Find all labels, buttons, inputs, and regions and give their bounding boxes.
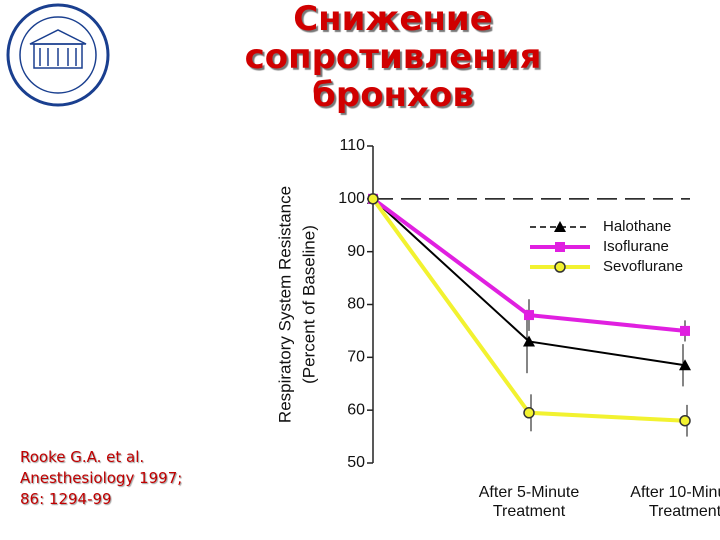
x-tick-label: After 5-Minute Treatment [478,484,580,520]
y-tick-label: 50 [347,454,365,471]
y-tick-label: 110 [339,137,365,154]
citation: Anesthesiology 1997; [20,469,183,487]
y-tick-label: 60 [347,401,365,418]
legend-marker [554,221,566,232]
legend-marker [555,242,565,252]
y-tick-label: 90 [347,243,365,260]
data-point [367,193,379,205]
data-point [523,407,535,419]
data-point [524,310,534,321]
legend-label: Isoflurane [603,238,669,255]
y-tick-label: 100 [338,190,365,207]
data-point [523,335,535,347]
x-tick-label: After 10-Minute Treatment [630,484,720,520]
y-axis-label: Respiratory System Resistance [275,186,294,423]
legend-label: Halothane [603,218,671,235]
data-point [680,325,690,336]
logo [6,3,110,107]
y-tick-label: 80 [347,296,365,313]
y-tick-label: 70 [347,349,365,366]
slide-title: Снижение сопротивления бронхов [244,0,542,115]
data-point [679,414,691,427]
citation: 86: 1294-99 [20,490,112,508]
y-axis-label: (Percent of Baseline) [299,225,318,384]
citation: Rooke G.A. et al. [20,448,145,466]
legend-marker [554,261,566,273]
legend-label: Sevoflurane [603,258,683,275]
data-point [679,359,691,371]
